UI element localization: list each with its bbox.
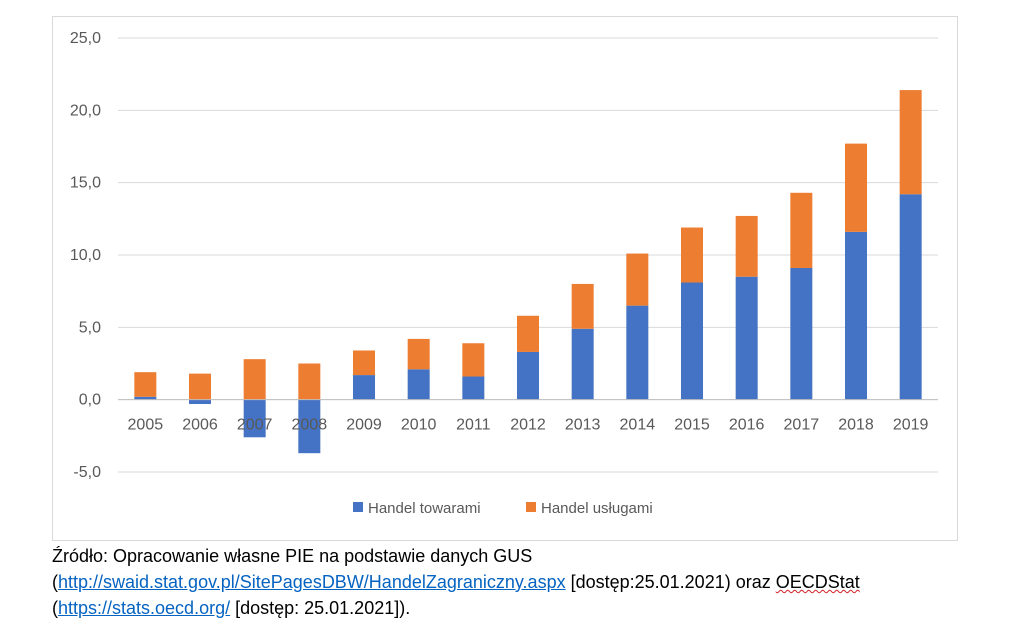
stacked-bar-chart: -5,0 0,0 5,0 10,0 15,0 20,0 25,0 2005 2006 2007 20… [70,30,938,517]
legend-swatch-services [526,502,536,512]
x-tick-label: 2017 [784,417,820,434]
bar-goods-2010 [407,369,430,400]
bar-services-2007 [243,359,266,400]
x-tick-label: 2014 [620,417,656,434]
y-tick-label: 25,0 [70,30,101,47]
bar-services-2016 [735,215,758,277]
access-date-2: [dostęp: 25.01.2021]). [230,598,411,618]
x-tick-label: 2019 [893,417,929,434]
gus-link[interactable]: http://swaid.stat.gov.pl/SitePagesDBW/Ha… [58,572,566,592]
bar-services-2012 [517,315,539,352]
legend-swatch-goods [353,502,363,512]
access-date-1: [dostęp:25.01.2021) oraz [565,572,776,592]
bar-goods-2019 [899,194,922,400]
y-tick-label: 20,0 [70,102,101,119]
bar-goods-2008 [298,399,321,454]
x-tick-label: 2009 [346,417,382,434]
bar-services-2006 [189,373,211,400]
bar-goods-2018 [845,231,867,400]
bar-services-2018 [845,143,867,232]
source-line-3: (https://stats.oecd.org/ [dostęp: 25.01.… [52,598,411,618]
bar-services-2017 [790,192,813,269]
y-tick-label: -5,0 [73,464,101,481]
legend-label-goods: Handel towarami [368,500,481,517]
x-tick-label: 2013 [565,417,601,434]
bar-services-2008 [298,363,321,400]
y-tick-label: 10,0 [70,247,101,264]
x-tick-label: 2006 [182,417,218,434]
bar-services-2019 [899,90,922,195]
x-tick-label: 2016 [729,417,765,434]
bar-goods-2011 [462,376,485,400]
legend-label-services: Handel usługami [541,500,653,517]
y-tick-label: 0,0 [79,392,101,409]
source-line-1: Źródło: Opracowanie własne PIE na podsta… [52,546,533,566]
bar-goods-2013 [571,328,594,400]
x-tick-label: 2005 [128,417,164,434]
bar-services-2015 [681,227,703,283]
x-tick-label: 2012 [510,417,546,434]
x-tick-label: 2011 [456,417,491,434]
bar-goods-2007 [243,399,266,438]
bar-goods-2015 [681,282,703,400]
x-tick-label: 2015 [674,417,710,434]
bar-services-2013 [571,283,594,329]
y-tick-label: 5,0 [79,319,101,336]
bar-goods-2005 [134,396,157,400]
source-note: Źródło: Opracowanie własne PIE na podsta… [52,543,1022,621]
oecdstat-text: OECDStat [775,572,860,592]
bar-goods-2009 [353,375,375,400]
bar-services-2011 [462,343,485,377]
bar-goods-2006 [189,399,211,405]
bar-services-2014 [626,253,649,306]
x-tick-label: 2010 [401,417,437,434]
bar-services-2010 [407,338,430,370]
x-tick-label: 2018 [838,417,874,434]
x-tick-label: 2008 [292,417,328,434]
bar-services-2009 [353,350,375,376]
bar-services-2005 [134,372,157,397]
y-tick-label: 15,0 [70,175,101,192]
oecd-link[interactable]: https://stats.oecd.org/ [58,598,231,618]
chart-area: -5,0 0,0 5,0 10,0 15,0 20,0 25,0 2005 2006 2007 20… [52,16,958,541]
x-tick-label: 2007 [237,417,273,434]
bar-goods-2017 [790,268,813,400]
bar-goods-2014 [626,305,649,400]
bar-goods-2016 [735,276,758,400]
source-line-2: (http://swaid.stat.gov.pl/SitePagesDBW/H… [52,572,860,592]
bar-goods-2012 [517,351,539,400]
